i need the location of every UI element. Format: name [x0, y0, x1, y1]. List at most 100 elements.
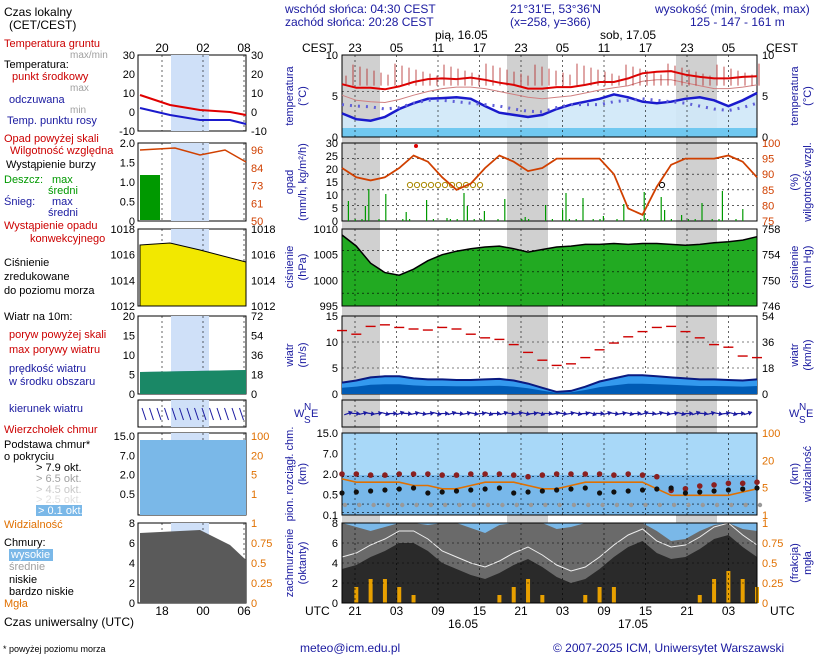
- legend-day-band: [171, 400, 209, 427]
- legend-label: do poziomu morza: [4, 285, 95, 297]
- legend-label: max: [52, 174, 73, 186]
- fog-bar: [712, 579, 717, 603]
- wind-arrow: [366, 411, 376, 417]
- humidity-right-label: wilgotność wzgl.: [802, 142, 814, 222]
- legend-ytick: 2.0: [120, 470, 135, 482]
- legend-rtick: 20: [251, 450, 263, 462]
- cloud-base-dot-low: [657, 502, 663, 508]
- wind-arrow-head: [503, 410, 509, 416]
- wind-arrow-head: [644, 410, 649, 416]
- legend-label: (CET/CEST): [9, 18, 76, 32]
- legend-wind-arrow: [186, 407, 192, 421]
- temp-right-unit: (°C): [802, 86, 814, 106]
- pres-ytick: 1010: [314, 224, 338, 236]
- top-hour-tick: 23: [348, 41, 362, 55]
- legend-label: Czas lokalny: [4, 5, 72, 19]
- wind-arrow: [469, 411, 479, 417]
- ground-temp-band: [342, 128, 757, 137]
- wind-arrow-head: [747, 410, 753, 416]
- cloud-base-dot-low: [357, 502, 362, 508]
- wind-arrow-head: [666, 411, 672, 417]
- wind-arrow-head: [356, 411, 361, 417]
- compass-w: W: [789, 408, 800, 420]
- wind-arrow: [403, 411, 413, 417]
- legend-wind-arrow: [164, 407, 169, 421]
- legend-rtick: 1: [251, 518, 257, 530]
- wind-arrow: [543, 411, 553, 417]
- cloud-base-dot-low: [414, 502, 419, 508]
- legend-ytick: 30: [123, 50, 135, 62]
- rain-rtick: 80: [762, 200, 774, 212]
- wind-arrow: [706, 410, 716, 416]
- legend-cloud-area: [140, 530, 246, 603]
- legend-label: bardzo niskie: [9, 586, 74, 598]
- wind-arrow: [425, 410, 435, 416]
- storm-marker: [406, 181, 414, 189]
- cloud-base-dot: [568, 486, 574, 492]
- legend-rtick: 0: [251, 389, 257, 401]
- cloud-base-dot: [425, 490, 431, 496]
- wind-arrow-head: [370, 411, 376, 417]
- legend-ytick: 0: [129, 598, 135, 610]
- legend-wind-arrow: [239, 407, 244, 421]
- wind-arrow: [358, 410, 368, 416]
- legend-ytick: 1018: [111, 224, 135, 236]
- cloud-base-dot-low: [586, 502, 591, 508]
- cloud-base-dot-low: [442, 502, 448, 508]
- legend-rtick: 20: [251, 69, 263, 81]
- footer-email[interactable]: meteo@icm.edu.pl: [300, 641, 400, 655]
- rain-rtick: 85: [762, 185, 774, 197]
- pressure-line: [341, 234, 758, 276]
- fog-right-unit: (frakcja): [789, 543, 801, 583]
- wind-arrow-head: [422, 411, 427, 417]
- legend-ytick: 5: [129, 370, 135, 382]
- wind-arrow-head: [459, 411, 464, 417]
- legend-rtick: 61: [251, 198, 263, 210]
- legend-dew-line: [139, 107, 247, 125]
- pres-rtick: 746: [762, 301, 780, 313]
- legend-high-box: [9, 549, 53, 561]
- visibility-right-unit: (km): [789, 463, 801, 485]
- pres-ytick: 1005: [314, 250, 338, 262]
- legend-rtick: 84: [251, 163, 263, 175]
- legend-rtick: 1014: [251, 275, 275, 287]
- temp-rtick: 5: [762, 91, 768, 103]
- wind-arrow-head: [399, 410, 405, 416]
- wind-arrow: [669, 410, 679, 416]
- pressure-right-unit: (mm Hg): [802, 246, 814, 289]
- wind-arrow-head: [481, 410, 487, 416]
- bottom-day2: 17.05: [618, 617, 648, 631]
- legend-bottom-hour: 18: [155, 604, 169, 618]
- cloud-base-dot-low: [643, 502, 648, 508]
- legend-label: prędkość wiatru: [9, 363, 86, 375]
- cloud-base-dot-low: [700, 502, 705, 508]
- top-tz-right: CEST: [766, 41, 799, 55]
- legend-day-band: [171, 143, 209, 221]
- fog-bar: [740, 579, 745, 603]
- cloud-base-dot: [697, 489, 703, 495]
- cloud-base-dot-low: [743, 502, 748, 508]
- wind-arrow-head: [540, 411, 546, 417]
- compass-s: S: [799, 415, 806, 426]
- wind-arrow-head: [637, 410, 642, 416]
- bottom-hour-tick: 03: [556, 604, 570, 618]
- wind-arrow: [410, 410, 420, 416]
- cloud-base-dot: [468, 487, 474, 493]
- cloud-top-dot: [696, 483, 703, 489]
- wind-arrow: [721, 410, 731, 416]
- temp-rtick: 10: [762, 50, 774, 62]
- cloud-base-dot: [453, 488, 460, 494]
- legend-label: Podstawa chmur*: [4, 439, 91, 451]
- temp-min-line: [341, 91, 758, 122]
- coords-text: 21°31'E, 53°36'N: [510, 2, 601, 16]
- legend-ytick: 4: [129, 558, 135, 570]
- rain-rtick: 100: [762, 138, 780, 150]
- storm-marker: [455, 181, 463, 189]
- cloud-base-dot: [725, 487, 731, 493]
- mid-cloud-line: [341, 522, 758, 572]
- top-hour-tick: 05: [722, 41, 736, 55]
- rain-left-label: opad: [284, 170, 296, 194]
- pres-ytick: 995: [320, 301, 338, 313]
- bottom-hour-tick: 15: [639, 604, 653, 618]
